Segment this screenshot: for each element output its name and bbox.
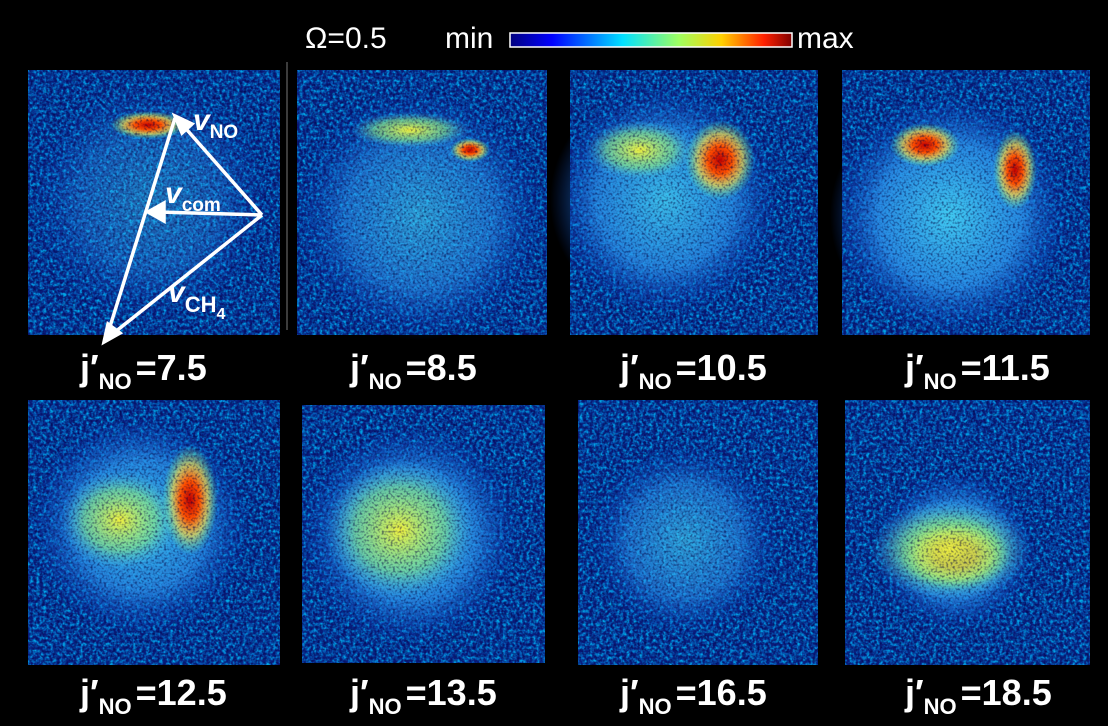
label-value: =7.5 <box>136 347 207 388</box>
panel-label: j′NO=7.5 <box>79 347 207 394</box>
panel-speckle <box>28 400 280 665</box>
label-subscript: NO <box>99 369 132 394</box>
image-panel <box>578 400 818 665</box>
label-value: =16.5 <box>676 672 767 713</box>
panel-speckle <box>302 405 545 663</box>
image-panel <box>28 70 280 335</box>
colorbar-max: max <box>797 22 854 55</box>
vector-subscript: NO <box>210 122 239 143</box>
label-subscript: NO <box>924 694 957 719</box>
label-value: =10.5 <box>676 347 767 388</box>
label-symbol: j′ <box>349 672 369 713</box>
omega-label: Ω=0.5 <box>305 22 387 55</box>
panel-speckle <box>28 70 280 335</box>
panel-speckle <box>297 70 547 335</box>
panel-label: j′NO=8.5 <box>349 347 477 394</box>
label-subscript: NO <box>369 694 402 719</box>
label-value: =12.5 <box>136 672 227 713</box>
label-subscript: NO <box>639 694 672 719</box>
image-panel <box>28 400 280 665</box>
label-value: =11.5 <box>961 347 1050 388</box>
image-panel <box>550 70 818 335</box>
image-panel <box>295 70 547 340</box>
label-symbol: j′ <box>904 672 924 713</box>
image-panel <box>845 400 1090 665</box>
label-symbol: j′ <box>619 672 639 713</box>
label-symbol: j′ <box>349 347 369 388</box>
panel-speckle <box>570 70 818 335</box>
label-symbol: j′ <box>79 347 99 388</box>
panel-speckle <box>842 70 1090 335</box>
figure: Ω=0.5 min max j′NO=7.5j′NO=8.5j′NO=10.5j… <box>0 0 1108 726</box>
vector-subscript: com <box>182 195 221 216</box>
label-subscript: NO <box>99 694 132 719</box>
image-panel <box>300 405 545 663</box>
label-subscript: NO <box>924 369 957 394</box>
vector-subscript: 4 <box>216 306 225 323</box>
label-subscript: NO <box>369 369 402 394</box>
label-symbol: j′ <box>79 672 99 713</box>
label-value: =13.5 <box>406 672 497 713</box>
label-symbol: j′ <box>619 347 639 388</box>
image-panel <box>830 70 1090 335</box>
label-value: =18.5 <box>961 672 1052 713</box>
panel-speckle <box>578 400 818 665</box>
label-symbol: j′ <box>904 347 924 388</box>
label-subscript: NO <box>639 369 672 394</box>
colorbar-min: min <box>445 22 493 55</box>
colorbar <box>510 33 792 47</box>
vector-subscript: CH <box>185 292 217 317</box>
label-value: =8.5 <box>406 347 477 388</box>
panel-speckle <box>845 400 1090 665</box>
